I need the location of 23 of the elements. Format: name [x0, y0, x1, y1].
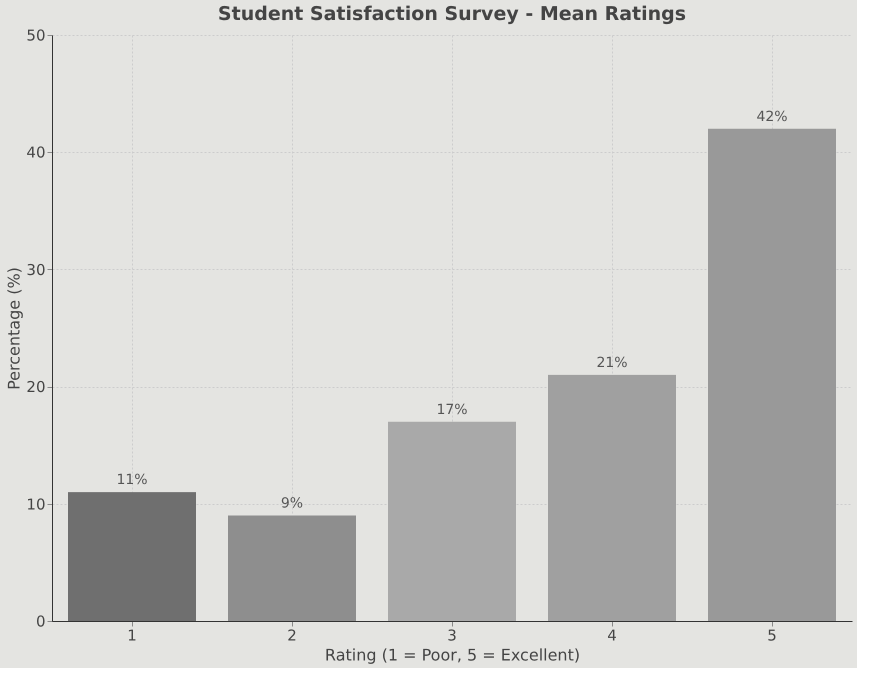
y-tick-label: 30 [26, 260, 46, 279]
x-tick-label: 4 [607, 626, 617, 644]
x-tick-label: 5 [767, 626, 777, 644]
bar [388, 422, 516, 621]
bar [708, 128, 836, 621]
y-tick-label: 20 [26, 378, 46, 396]
x-tick-label: 1 [127, 626, 137, 644]
data-label: 11% [116, 472, 148, 488]
x-tick-label: 2 [287, 626, 297, 644]
bar [548, 374, 676, 621]
data-label: 42% [756, 108, 788, 125]
y-tick-label: 10 [26, 495, 46, 514]
data-label: 17% [436, 402, 468, 418]
x-tick-label: 3 [447, 626, 457, 644]
data-label: 9% [280, 496, 304, 512]
chart-title: Student Satisfaction Survey - Mean Ratings [218, 3, 686, 25]
data-label: 21% [596, 354, 628, 371]
bar [68, 492, 196, 621]
y-tick-label: 50 [26, 26, 46, 44]
y-tick-label: 40 [26, 144, 46, 162]
y-tick-label: 0 [36, 612, 46, 630]
x-axis-title: Rating (1 = Poor, 5 = Excellent) [324, 646, 580, 664]
y-axis-title: Percentage (%) [4, 267, 24, 390]
